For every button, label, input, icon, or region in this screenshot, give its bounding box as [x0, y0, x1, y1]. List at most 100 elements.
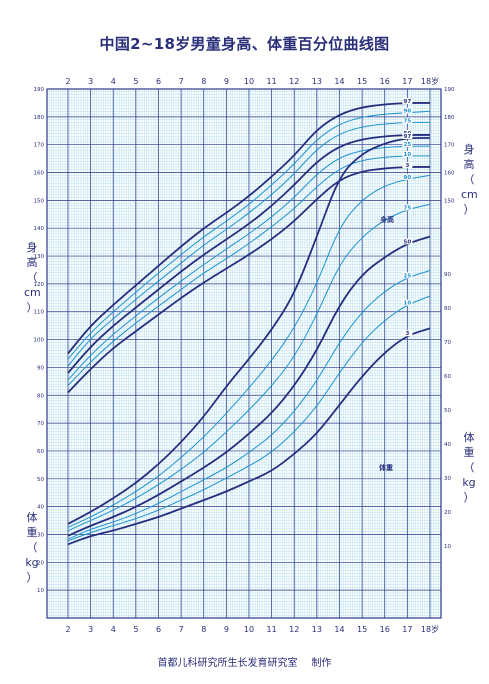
- weight-label-p97: 97: [404, 134, 412, 140]
- left-tick: 140: [34, 226, 45, 232]
- weight-line-p97: [67, 137, 430, 525]
- right-height-tick: 190: [444, 87, 455, 93]
- left-tick: 50: [37, 477, 44, 483]
- right-weight-tick: 50: [444, 408, 451, 414]
- footer-action: 制作: [311, 658, 332, 669]
- height-label-bg: [402, 129, 413, 136]
- weight-line-p75: [67, 203, 431, 532]
- x-tick-top: 10: [244, 77, 254, 86]
- left-tick: 40: [37, 505, 44, 511]
- weight-line-p10: [67, 295, 431, 542]
- height-line-p75: [67, 121, 430, 367]
- left-tick: 10: [37, 588, 44, 594]
- x-tick-top: 14: [334, 77, 344, 86]
- footer: 首都儿科研究所生长发育研究室 制作: [0, 654, 489, 669]
- height-section-label: 身高: [379, 215, 394, 224]
- height-label-bg: [402, 141, 413, 148]
- right-weight-tick: 80: [444, 306, 451, 312]
- height-label-p3: 3: [405, 163, 409, 169]
- right-height-tick: 180: [444, 115, 455, 121]
- x-tick-bottom: 2: [65, 625, 70, 634]
- left-tick: 90: [37, 365, 44, 371]
- left-tick: 110: [34, 310, 45, 316]
- height-line-p50: [67, 134, 430, 374]
- x-tick-top: 8: [201, 77, 206, 86]
- height-line-p90: [67, 110, 431, 360]
- right-height-tick: 170: [444, 143, 455, 149]
- left-tick: 30: [37, 532, 44, 538]
- left-tick: 190: [34, 87, 45, 93]
- right-height-label: 身高（cm）: [461, 143, 478, 216]
- height-label-p90: 90: [404, 109, 412, 115]
- x-tick-bottom: 12: [289, 625, 299, 634]
- left-tick: 180: [34, 115, 45, 121]
- weight-label-bg: [402, 299, 413, 306]
- x-tick-top: 9: [224, 77, 229, 86]
- left-tick: 120: [34, 282, 45, 288]
- left-weight-label: 体重（kg）: [25, 511, 39, 584]
- right-weight-tick: 40: [444, 442, 451, 448]
- x-tick-bottom: 15: [357, 625, 367, 634]
- weight-label-p90: 90: [404, 175, 412, 181]
- weight-label-bg: [402, 330, 413, 337]
- weight-label-bg: [402, 173, 413, 180]
- x-tick-top: 6: [156, 77, 161, 86]
- x-tick-top: 3: [88, 77, 93, 86]
- weight-label-p25: 25: [404, 273, 412, 279]
- weight-label-bg: [402, 272, 413, 279]
- height-label-bg: [402, 107, 413, 114]
- x-tick-top: 4: [111, 77, 116, 86]
- left-tick: 170: [34, 143, 45, 149]
- chart-frame: [46, 88, 442, 619]
- x-tick-top: 7: [179, 77, 184, 86]
- weight-label-bg: [402, 238, 413, 245]
- height-label-p97: 97: [404, 99, 412, 105]
- height-label-bg: [402, 97, 413, 104]
- left-tick: 150: [34, 198, 45, 204]
- weight-section-label: 体重: [379, 463, 393, 472]
- height-line-p97: [67, 102, 430, 355]
- height-label-bg: [402, 117, 413, 124]
- right-weight-tick: 60: [444, 374, 451, 380]
- x-tick-top: 17: [402, 77, 412, 86]
- x-tick-top: 16: [380, 77, 390, 86]
- weight-label-p3: 3: [405, 331, 409, 337]
- weight-line-p90: [67, 174, 431, 528]
- height-label-bg: [402, 150, 413, 157]
- x-tick-top: 2: [65, 77, 70, 86]
- right-height-tick: 150: [444, 198, 455, 204]
- right-weight-label: 体重（kg）: [462, 431, 476, 504]
- right-weight-tick: 90: [444, 272, 451, 278]
- x-tick-bottom: 9: [224, 625, 229, 634]
- right-weight-tick: 70: [444, 340, 451, 346]
- left-tick: 130: [34, 254, 45, 260]
- x-tick-top: 15: [357, 77, 367, 86]
- x-tick-bottom: 16: [380, 625, 390, 634]
- x-tick-bottom: 6: [156, 625, 161, 634]
- chart-title: 中国2~18岁男童身高、体重百分位曲线图: [99, 35, 390, 53]
- weight-label-bg: [402, 133, 413, 139]
- x-tick-bottom: 4: [111, 625, 116, 634]
- x-tick-top: 18岁: [421, 76, 439, 86]
- left-tick: 80: [37, 393, 44, 399]
- height-line-p25: [67, 145, 430, 381]
- height-label-p25: 25: [404, 142, 412, 148]
- left-tick: 160: [34, 171, 45, 177]
- weight-label-p50: 50: [404, 239, 412, 245]
- weight-label-p75: 75: [404, 205, 412, 211]
- x-tick-bottom: 3: [88, 625, 93, 634]
- weight-line-p50: [67, 235, 431, 537]
- x-tick-bottom: 17: [402, 625, 412, 634]
- weight-label-bg: [402, 204, 413, 211]
- right-weight-tick: 20: [444, 510, 451, 516]
- weight-line-p3: [67, 327, 431, 546]
- height-line-p3: [67, 166, 430, 394]
- x-tick-bottom: 5: [133, 625, 138, 634]
- footer-org: 首都儿科研究所生长发育研究室: [157, 658, 298, 669]
- x-tick-bottom: 18岁: [421, 624, 439, 634]
- x-tick-bottom: 10: [244, 625, 254, 634]
- left-tick: 100: [34, 338, 45, 344]
- x-tick-bottom: 11: [267, 625, 277, 634]
- left-height-label: 身高（cm）: [24, 241, 41, 314]
